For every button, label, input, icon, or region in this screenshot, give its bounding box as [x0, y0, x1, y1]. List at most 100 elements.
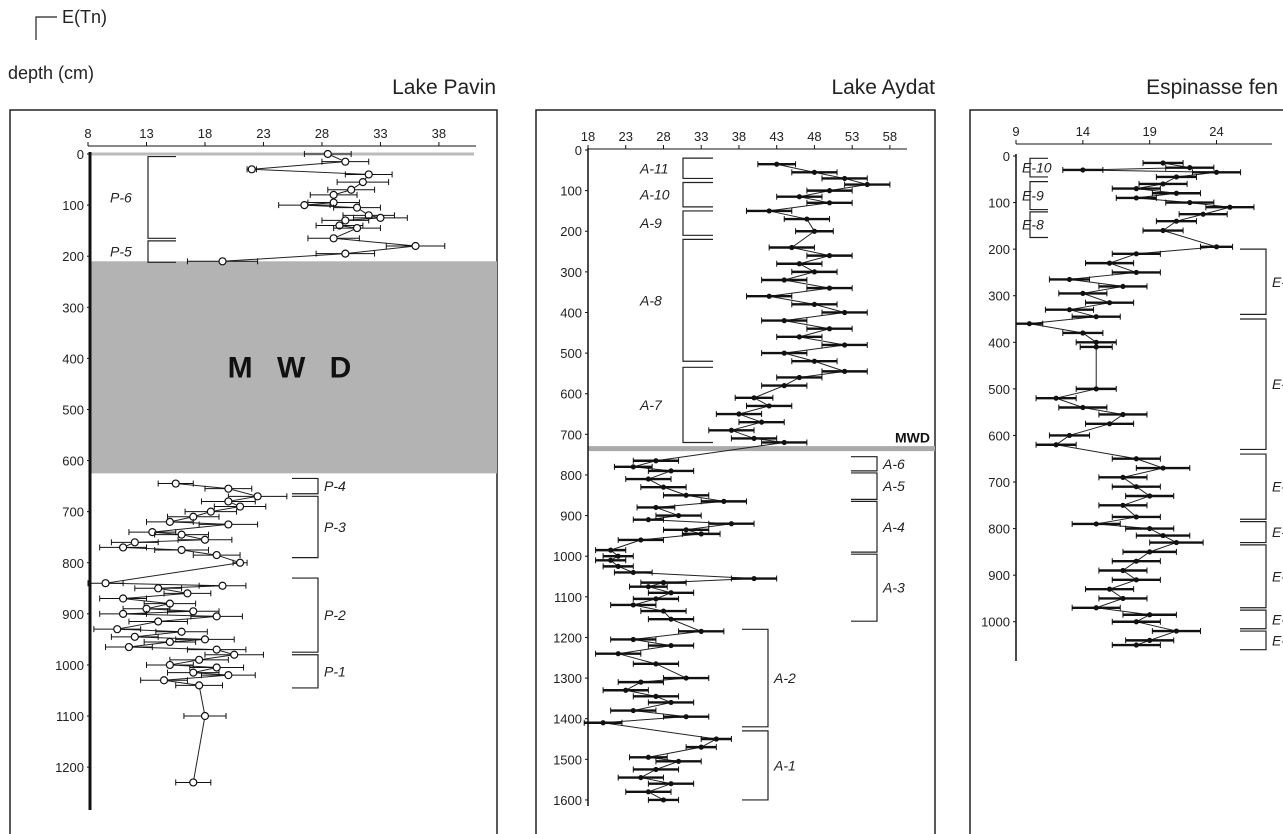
zone-label: A-9 — [639, 215, 662, 231]
y-tick-label: 900 — [560, 509, 582, 524]
data-point — [630, 464, 636, 470]
y-tick-label: 800 — [62, 556, 84, 571]
data-point — [781, 439, 787, 446]
data-point — [781, 383, 787, 389]
data-point — [645, 476, 651, 482]
data-point — [212, 663, 221, 672]
data-point — [668, 590, 674, 596]
y-tick-label: 1000 — [55, 658, 84, 673]
data-point — [796, 374, 802, 381]
data-point — [177, 530, 186, 539]
x-tick-label: 8 — [84, 126, 91, 141]
x-tick-label: 38 — [432, 126, 446, 141]
data-point — [212, 645, 221, 654]
y-tick-label: 1100 — [554, 590, 582, 605]
zone-label: E-10 — [1022, 160, 1052, 176]
x-tick-label: 24 — [1209, 124, 1223, 139]
y-tick-label: 800 — [988, 522, 1010, 537]
data-point — [698, 531, 704, 537]
data-point — [683, 527, 689, 533]
data-point — [1133, 558, 1139, 564]
data-point — [1173, 174, 1180, 180]
zone-label: A-6 — [882, 456, 905, 472]
legend-key: E(Tn) depth (cm) — [8, 7, 107, 83]
zone-label: A-2 — [773, 670, 796, 686]
data-point — [1120, 567, 1126, 574]
legend-axis-corner — [35, 16, 57, 40]
zone-bracket — [851, 553, 878, 622]
data-point — [1173, 628, 1180, 634]
x-tick-label: 19 — [1142, 124, 1156, 139]
zone-bracket — [1029, 211, 1048, 239]
data-point — [796, 261, 802, 267]
data-point — [189, 668, 198, 677]
y-tick-label: 300 — [62, 300, 84, 315]
data-point — [1147, 637, 1153, 643]
data-point — [1080, 404, 1086, 411]
data-point — [101, 579, 110, 588]
data-point — [1200, 211, 1206, 217]
data-point — [376, 213, 385, 222]
data-point — [341, 249, 350, 258]
data-point — [148, 527, 157, 537]
legend-top-label: E(Tn) — [62, 7, 107, 27]
data-point — [1120, 502, 1126, 508]
zone-bracket — [742, 628, 769, 728]
data-point — [842, 342, 848, 348]
data-point — [615, 563, 621, 569]
data-point — [811, 228, 818, 234]
zone-label: A-10 — [639, 187, 670, 203]
data-point — [645, 789, 651, 795]
x-tick-label: 23 — [619, 129, 633, 144]
x-tick-label: 33 — [694, 129, 708, 144]
data-point — [1120, 595, 1126, 602]
data-point — [329, 234, 338, 243]
zone-label: P-6 — [110, 189, 132, 205]
data-point — [124, 642, 134, 652]
data-point — [653, 661, 659, 667]
data-point — [758, 419, 765, 425]
zone-label: A-8 — [639, 292, 662, 308]
data-point — [766, 293, 772, 299]
data-point — [1066, 276, 1073, 283]
zone-bracket — [1240, 521, 1267, 544]
mwd-label: MWD — [895, 430, 930, 446]
data-point — [630, 707, 636, 714]
x-tick-label: 28 — [315, 126, 329, 141]
data-point — [1133, 514, 1139, 520]
data-point — [183, 589, 192, 598]
y-tick-label: 1200 — [553, 630, 582, 645]
data-point — [668, 699, 674, 706]
data-point — [826, 200, 833, 206]
data-point — [826, 188, 833, 194]
mwd-block — [90, 261, 497, 474]
data-point — [212, 550, 221, 560]
zone-bracket — [851, 456, 878, 472]
zone-bracket — [1240, 544, 1267, 609]
zone-bracket — [742, 730, 769, 801]
data-point — [347, 185, 356, 194]
data-point — [1160, 532, 1166, 539]
zone-label: P-5 — [110, 244, 132, 260]
zone-label: E-1 — [1272, 632, 1283, 648]
chart-title: Espinasse fen — [1146, 76, 1278, 99]
zone-bracket — [292, 495, 319, 559]
data-point — [118, 594, 128, 603]
mwd-label: M W D — [228, 351, 360, 384]
data-point — [364, 170, 373, 179]
data-point — [623, 687, 629, 693]
data-point — [1187, 199, 1193, 206]
data-point — [660, 580, 667, 586]
data-point — [1133, 251, 1139, 257]
data-point — [224, 520, 233, 529]
x-tick-label: 18 — [198, 126, 212, 141]
data-point — [118, 543, 128, 552]
data-point — [171, 479, 180, 488]
data-point — [608, 557, 614, 563]
data-point — [713, 736, 719, 742]
data-point — [1080, 330, 1086, 336]
y-tick-label: 1100 — [56, 709, 84, 724]
y-tick-label: 900 — [62, 607, 84, 622]
data-point — [638, 537, 644, 543]
zone-bracket — [851, 472, 878, 500]
